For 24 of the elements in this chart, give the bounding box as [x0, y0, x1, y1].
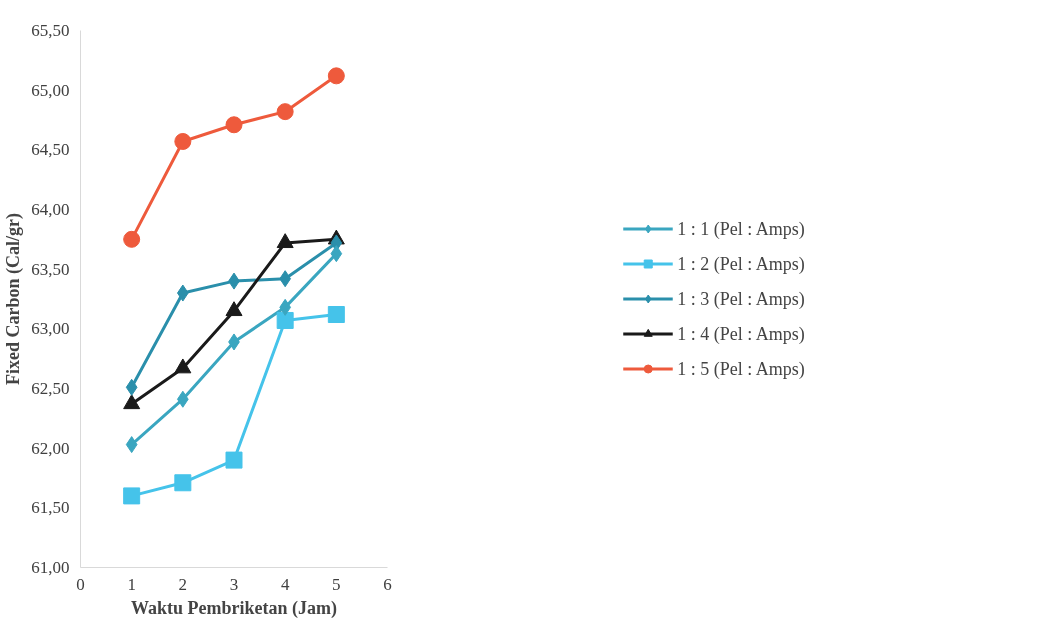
legend-label: 1 : 3 (Pel : Amps): [677, 288, 805, 309]
y-tick-label: 64,50: [31, 140, 70, 160]
y-tick-label: 62,00: [31, 438, 70, 458]
y-tick-label: 61,00: [31, 558, 70, 577]
x-tick-label: 5: [332, 574, 341, 594]
x-axis-title: Waktu Pembriketan (Jam): [131, 597, 338, 619]
legend-label: 1 : 1 (Pel : Amps): [677, 218, 805, 239]
y-tick-label: 64,00: [31, 200, 70, 219]
x-tick-label: 4: [280, 574, 290, 594]
y-tick-label: 63,00: [31, 319, 70, 339]
y-tick-label: 63,50: [31, 259, 70, 279]
y-tick-label: 62,50: [31, 379, 70, 398]
x-tick-label: 1: [127, 574, 136, 594]
legend-label: 1 : 5 (Pel : Amps): [677, 358, 805, 379]
y-axis-title: Fixed Carbon (Cal/gr): [3, 213, 25, 385]
x-tick-label: 3: [229, 574, 239, 594]
x-tick-label: 6: [383, 574, 392, 594]
y-tick-label: 65,50: [31, 21, 70, 40]
legend-label: 1 : 2 (Pel : Amps): [677, 253, 805, 274]
legend-label: 1 : 4 (Pel : Amps): [677, 323, 805, 344]
x-tick-label: 2: [178, 574, 188, 594]
y-tick-label: 65,00: [31, 80, 70, 100]
x-tick-label: 0: [76, 574, 85, 594]
y-tick-label: 61,50: [31, 498, 70, 518]
